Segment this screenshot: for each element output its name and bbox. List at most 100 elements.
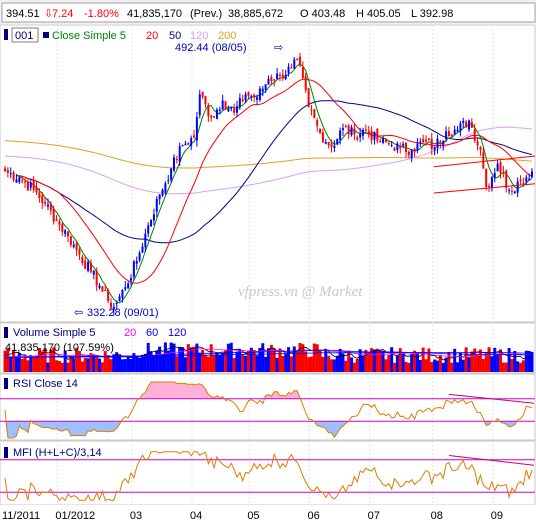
candle-body — [379, 140, 382, 142]
x-axis-labels: 11/2011 01/2012 03 04 05 06 07 08 09 — [2, 510, 503, 522]
candle-body — [241, 99, 244, 102]
header-open: O 403.48 — [300, 8, 345, 20]
volume-bar — [109, 359, 113, 372]
volume-bar — [23, 355, 27, 372]
legend-vol60: 60 — [146, 327, 158, 339]
header-high: H 405.05 — [356, 8, 401, 20]
volume-bar — [295, 350, 299, 372]
x-tick-label: 11/2011 — [2, 510, 40, 522]
candle-body — [410, 149, 413, 158]
candle-body — [84, 260, 87, 269]
volume-bar — [330, 359, 334, 372]
volume-legend: Volume Simple 5 20 60 120 41,835,170 (10… — [4, 327, 186, 354]
candle-body — [442, 140, 445, 146]
volume-bar — [393, 362, 397, 372]
candle-body — [184, 143, 187, 146]
legend-volume: Volume Simple 5 — [13, 327, 96, 339]
candle-body — [327, 142, 330, 146]
volume-bars — [3, 342, 534, 372]
candle-body — [207, 104, 210, 117]
candle-body — [373, 131, 376, 140]
volume-bar — [378, 350, 382, 372]
candle-body — [376, 128, 379, 141]
candle-body — [112, 306, 115, 310]
candle-body — [344, 125, 347, 127]
x-tick-label: 05 — [247, 510, 259, 522]
candle-body — [473, 129, 476, 141]
symbol-box[interactable] — [11, 27, 39, 43]
price-moving-averages — [4, 63, 533, 304]
volume-bar — [413, 350, 417, 372]
header-last-price: 394.51 — [6, 8, 40, 20]
volume-bar — [433, 359, 437, 372]
volume-bar — [284, 354, 288, 372]
volume-bar — [464, 347, 468, 372]
candle-body — [522, 182, 525, 184]
volume-bar — [169, 342, 173, 372]
candle-body — [528, 178, 531, 180]
candle-body — [499, 162, 502, 173]
volume-readout: 41,835,170 (107.59%) — [5, 342, 114, 354]
volume-bar — [275, 357, 279, 372]
candle-body — [390, 145, 393, 147]
volume-bar — [37, 347, 41, 372]
candle-body — [513, 191, 516, 194]
annotation-low: 332.28 (09/01) — [87, 307, 159, 319]
candle-body — [29, 182, 32, 188]
candle-body — [24, 181, 27, 183]
volume-bar — [367, 353, 371, 372]
price-legend: 001 Close Simple 5 20 50 120 200 — [4, 27, 236, 43]
volume-bar — [513, 350, 517, 372]
volume-bar — [146, 342, 150, 372]
volume-bar — [315, 344, 319, 372]
candle-body — [15, 179, 18, 183]
candle-body — [238, 97, 241, 108]
volume-bar — [120, 359, 124, 372]
volume-bar — [46, 362, 50, 372]
volume-bar — [226, 343, 230, 372]
volume-bar — [212, 354, 216, 372]
candle-body — [213, 116, 216, 118]
volume-bar — [32, 356, 36, 372]
volume-bar — [189, 347, 193, 372]
volume-bar — [298, 342, 302, 372]
volume-bar — [352, 362, 356, 372]
legend-ma50: 50 — [169, 30, 181, 42]
volume-bar — [255, 355, 259, 372]
volume-bar — [278, 348, 282, 372]
volume-bar — [341, 353, 345, 372]
candle-body — [350, 127, 353, 136]
candle-body — [167, 180, 170, 182]
candle-body — [502, 171, 505, 174]
volume-bar — [123, 359, 127, 372]
volume-bar — [29, 355, 33, 372]
legend-vol120: 120 — [168, 327, 186, 339]
candle-body — [253, 94, 256, 98]
volume-bar — [155, 350, 159, 372]
candle-body — [256, 97, 259, 100]
candle-body — [293, 59, 296, 69]
volume-bar — [272, 348, 276, 372]
volume-bar — [490, 356, 494, 372]
volume-bar — [55, 360, 59, 372]
volume-bar — [218, 355, 222, 372]
volume-bar — [14, 356, 18, 372]
rsi-legend: RSI Close 14 — [4, 378, 78, 390]
header-prev-volume: 38,885,672 — [228, 8, 283, 20]
volume-bar — [186, 344, 190, 372]
candle-body — [118, 296, 121, 301]
legend-ma5: Close Simple 5 — [52, 30, 126, 42]
candle-body — [26, 182, 29, 191]
annotation-high: 492.44 (08/05) — [175, 42, 247, 54]
candle-body — [508, 189, 511, 191]
volume-bar — [424, 359, 428, 372]
volume-bar — [312, 343, 316, 372]
candle-body — [107, 290, 110, 302]
candle-body — [35, 187, 38, 193]
candle-body — [339, 130, 342, 140]
candle-body — [505, 170, 508, 188]
candle-body — [161, 189, 164, 196]
volume-bar — [324, 350, 328, 372]
legend-mfi: MFI (H+L+C)/3,14 — [13, 447, 102, 459]
